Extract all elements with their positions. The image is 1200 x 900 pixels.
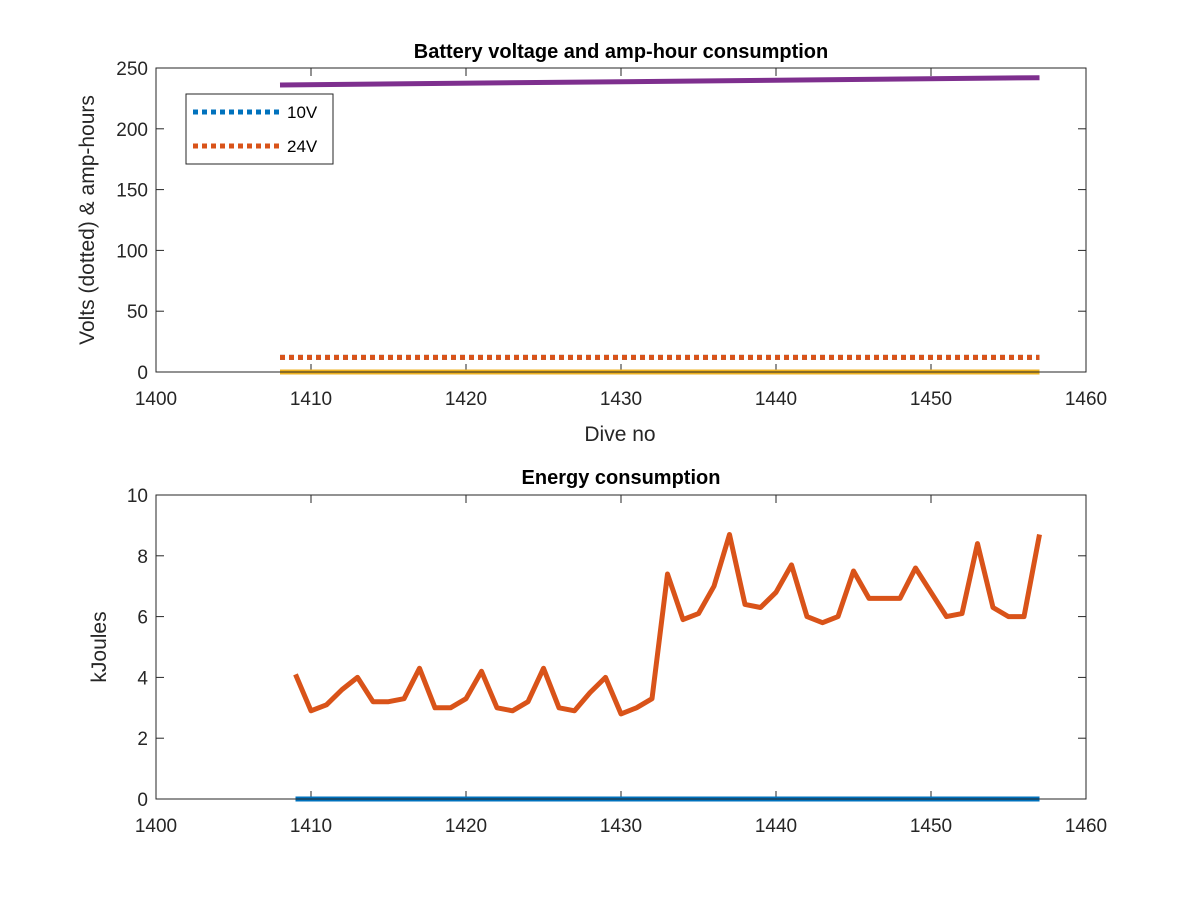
x-tick-label: 1460 bbox=[1065, 389, 1107, 410]
energy-axes-box bbox=[155, 494, 1087, 800]
y-tick-label: 2 bbox=[137, 729, 148, 750]
y-tick-label: 200 bbox=[116, 120, 148, 141]
legend-box bbox=[185, 93, 334, 165]
x-tick-label: 1410 bbox=[290, 816, 332, 837]
voltage-axes-box bbox=[155, 67, 1087, 373]
energy-ticks: 1400 1410 1420 1430 1440 1450 1460 0 2 4 6 8 10 bbox=[127, 486, 1107, 837]
legend-label-10v: 10V bbox=[287, 103, 318, 122]
voltage-chart-title: Battery voltage and amp-hour consumption bbox=[414, 41, 828, 63]
voltage-x-axis-label: Dive no bbox=[584, 423, 655, 446]
voltage-axes: Battery voltage and amp-hour consumption… bbox=[76, 41, 1107, 446]
energy-chart-title: Energy consumption bbox=[522, 467, 721, 489]
y-tick-label: 50 bbox=[127, 302, 148, 323]
x-tick-label: 1400 bbox=[135, 389, 177, 410]
legend-label-24v: 24V bbox=[287, 137, 318, 156]
voltage-y-axis-label: Volts (dotted) & amp-hours bbox=[76, 95, 99, 345]
x-tick-label: 1450 bbox=[910, 816, 952, 837]
voltage-series-line-2 bbox=[279, 75, 1040, 88]
y-tick-label: 6 bbox=[137, 608, 148, 629]
x-tick-label: 1460 bbox=[1065, 816, 1107, 837]
y-tick-label: 250 bbox=[116, 59, 148, 80]
energy-axes: Energy consumption kJoules 1400 1410 1420 1… bbox=[88, 467, 1107, 837]
voltage-legend: 10V 24V bbox=[185, 93, 334, 165]
y-tick-label: 150 bbox=[116, 181, 148, 202]
y-tick-label: 8 bbox=[137, 547, 148, 568]
x-tick-label: 1430 bbox=[600, 816, 642, 837]
x-tick-label: 1400 bbox=[135, 816, 177, 837]
y-tick-label: 4 bbox=[137, 668, 148, 689]
y-tick-label: 0 bbox=[137, 790, 148, 811]
energy-y-axis-label: kJoules bbox=[88, 611, 111, 682]
x-tick-label: 1440 bbox=[755, 389, 797, 410]
x-tick-label: 1410 bbox=[290, 389, 332, 410]
x-tick-label: 1440 bbox=[755, 816, 797, 837]
y-tick-label: 10 bbox=[127, 486, 148, 507]
x-tick-label: 1450 bbox=[910, 389, 952, 410]
x-tick-label: 1420 bbox=[445, 816, 487, 837]
y-tick-label: 0 bbox=[137, 363, 148, 384]
y-tick-label: 100 bbox=[116, 241, 148, 262]
energy-series-line-0 bbox=[293, 532, 1042, 717]
x-tick-label: 1420 bbox=[445, 389, 487, 410]
x-tick-label: 1430 bbox=[600, 389, 642, 410]
voltage-ticks: 1400 1410 1420 1430 1440 1450 1460 0 50 100 150 200… bbox=[116, 59, 1107, 410]
